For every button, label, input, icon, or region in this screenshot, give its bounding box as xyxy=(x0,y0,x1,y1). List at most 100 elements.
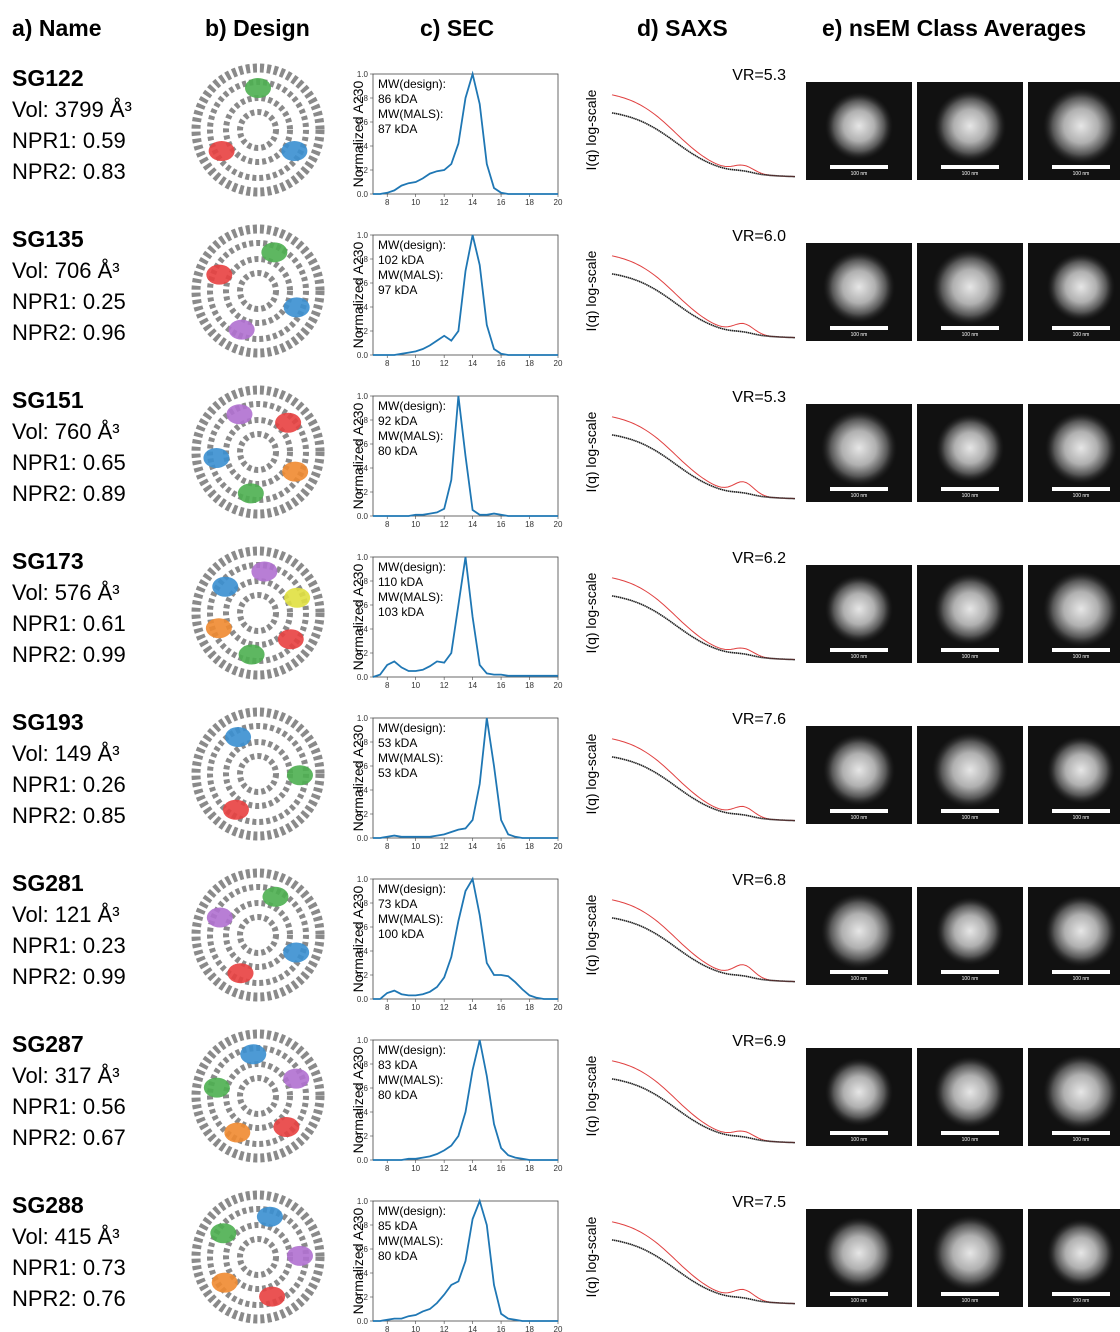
y-tick-label: 0.0 xyxy=(357,995,369,1004)
scale-bar xyxy=(941,1292,999,1296)
design-name: SG122 xyxy=(12,65,84,91)
em-particle xyxy=(823,734,895,806)
saxs-plot: I(q) log-scale VR=6.9 xyxy=(583,1033,795,1143)
helix-ring xyxy=(240,595,276,631)
saxs-y-label: I(q) log-scale xyxy=(583,1055,599,1136)
npr2: NPR2: 0.85 xyxy=(12,803,126,828)
x-tick-label: 18 xyxy=(525,842,534,851)
x-tick-label: 18 xyxy=(525,681,534,690)
saxs-experiment xyxy=(612,1079,795,1143)
pocket-blob xyxy=(239,645,265,665)
scale-bar xyxy=(830,648,888,652)
y-tick-label: 1.0 xyxy=(357,70,369,79)
em-particle xyxy=(823,1217,895,1289)
pocket-blob xyxy=(283,942,309,962)
scale-bar xyxy=(1052,970,1110,974)
scale-bar xyxy=(1052,1292,1110,1296)
helix-ring xyxy=(240,756,276,792)
npr1: NPR1: 0.56 xyxy=(12,1094,126,1119)
mw-text: MW(MALS): xyxy=(378,429,443,443)
scale-bar xyxy=(941,487,999,491)
sec-y-label: Normalized A230 xyxy=(350,80,366,187)
mw-text: 73 kDA xyxy=(378,897,417,911)
em-particle xyxy=(821,893,897,969)
volume: Vol: 3799 Å³ xyxy=(12,97,132,122)
vr-label: VR=6.8 xyxy=(732,872,786,889)
scale-bar-label: 100 nm xyxy=(962,171,979,177)
mw-text: MW(MALS): xyxy=(378,912,443,926)
design-illustration xyxy=(196,873,320,997)
mw-text: 53 kDA xyxy=(378,736,417,750)
saxs-model xyxy=(612,578,795,660)
helix-ring xyxy=(226,742,290,806)
mw-text: 110 kDA xyxy=(378,575,423,589)
x-tick-label: 20 xyxy=(554,681,563,690)
em-particle xyxy=(821,410,897,486)
pocket-blob xyxy=(204,1078,230,1098)
x-tick-label: 16 xyxy=(497,520,506,529)
em-particle xyxy=(1043,1054,1119,1130)
em-particle xyxy=(825,1058,893,1126)
em-particle xyxy=(1043,571,1119,647)
scale-bar xyxy=(941,809,999,813)
design-illustration xyxy=(196,712,320,836)
vr-label: VR=6.9 xyxy=(732,1033,786,1050)
mw-text: MW(design): xyxy=(378,77,446,91)
y-tick-label: 1.0 xyxy=(357,1036,369,1045)
x-tick-label: 12 xyxy=(440,198,449,207)
saxs-model xyxy=(612,1061,795,1143)
class-average: 100 nm xyxy=(1028,726,1120,824)
saxs-experiment xyxy=(612,757,795,821)
y-tick-label: 0.0 xyxy=(357,512,369,521)
x-tick-label: 14 xyxy=(468,681,477,690)
x-tick-label: 16 xyxy=(497,1003,506,1012)
mw-text: 87 kDA xyxy=(378,122,417,136)
npr1: NPR1: 0.65 xyxy=(12,450,126,475)
x-tick-label: 14 xyxy=(468,1164,477,1173)
scale-bar xyxy=(830,326,888,330)
class-average: 100 nm xyxy=(1028,404,1120,502)
saxs-plot: I(q) log-scaleVR=6.0 xyxy=(583,228,795,338)
em-particle xyxy=(932,249,1008,325)
saxs-y-label: I(q) log-scale xyxy=(583,572,599,653)
helix-ring xyxy=(240,1078,276,1114)
class-average: 100 nm xyxy=(1028,887,1120,985)
em-particle xyxy=(825,92,893,160)
pocket-blob xyxy=(210,1223,236,1243)
vr-label: VR=7.5 xyxy=(732,1194,786,1211)
saxs-experiment xyxy=(612,113,795,177)
x-tick-label: 18 xyxy=(525,359,534,368)
x-tick-label: 10 xyxy=(411,359,420,368)
volume: Vol: 706 Å³ xyxy=(12,258,120,283)
scale-bar-label: 100 nm xyxy=(851,1298,868,1304)
saxs-experiment xyxy=(612,918,795,982)
x-tick-label: 8 xyxy=(385,681,390,690)
class-average: 100 nm xyxy=(806,1209,912,1307)
x-tick-label: 14 xyxy=(468,198,477,207)
npr2: NPR2: 0.67 xyxy=(12,1125,126,1150)
npr1: NPR1: 0.23 xyxy=(12,933,126,958)
npr1: NPR1: 0.61 xyxy=(12,611,126,636)
mw-text: MW(MALS): xyxy=(378,1234,443,1248)
em-particle xyxy=(1043,88,1119,164)
pocket-blob xyxy=(261,242,287,262)
em-particle xyxy=(1047,1219,1115,1287)
em-particle xyxy=(934,573,1006,645)
design-illustration xyxy=(196,229,320,353)
row: SG193Vol: 149 Å³NPR1: 0.26NPR2: 0.850.00… xyxy=(12,709,1120,851)
class-average: 100 nm xyxy=(917,887,1023,985)
saxs-model xyxy=(612,256,795,338)
pocket-blob xyxy=(275,413,301,433)
helix-ring xyxy=(240,1239,276,1275)
x-tick-label: 14 xyxy=(468,842,477,851)
scale-bar xyxy=(941,1131,999,1135)
sec-y-label: Normalized A230 xyxy=(350,402,366,509)
scale-bar xyxy=(830,1131,888,1135)
pocket-blob xyxy=(203,448,229,468)
mw-text: MW(MALS): xyxy=(378,107,443,121)
sec-y-label: Normalized A230 xyxy=(350,885,366,992)
class-average: 100 nm xyxy=(1028,1209,1120,1307)
em-particle xyxy=(825,575,893,643)
pocket-blob xyxy=(207,908,233,928)
